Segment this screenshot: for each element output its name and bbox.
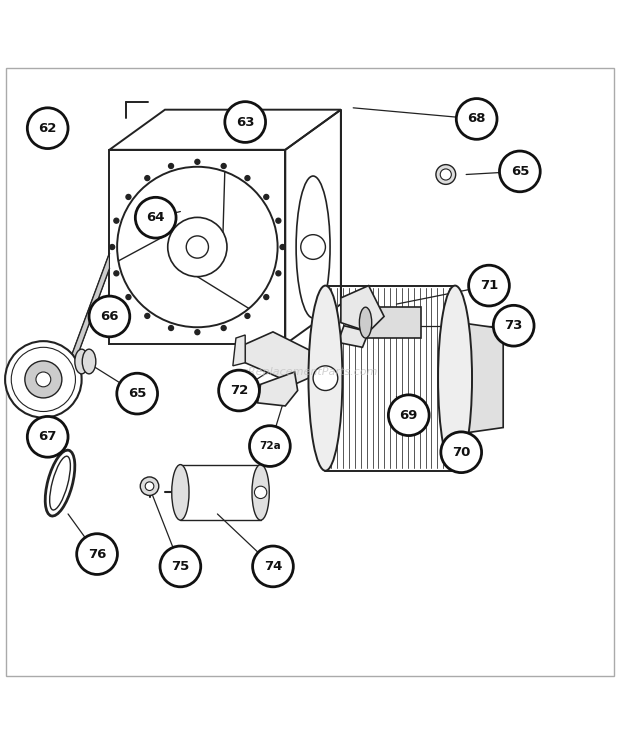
Text: 73: 73	[505, 319, 523, 333]
Text: 72a: 72a	[259, 441, 281, 451]
Circle shape	[186, 236, 208, 258]
Text: eReplacementParts.com: eReplacementParts.com	[242, 367, 378, 377]
Circle shape	[77, 533, 117, 574]
Circle shape	[249, 426, 290, 466]
Circle shape	[110, 245, 115, 249]
Polygon shape	[73, 254, 109, 369]
Text: 76: 76	[88, 548, 106, 560]
Circle shape	[36, 372, 51, 387]
Circle shape	[219, 371, 259, 411]
Text: 74: 74	[264, 560, 282, 573]
Circle shape	[27, 108, 68, 149]
Text: 75: 75	[171, 560, 190, 573]
Circle shape	[126, 295, 131, 300]
Circle shape	[494, 305, 534, 346]
Circle shape	[441, 432, 482, 472]
Circle shape	[276, 271, 281, 276]
Text: 69: 69	[399, 408, 418, 422]
Polygon shape	[245, 332, 322, 385]
Circle shape	[145, 176, 150, 181]
Ellipse shape	[252, 464, 269, 520]
Circle shape	[117, 373, 157, 414]
Circle shape	[135, 197, 176, 238]
Text: 67: 67	[38, 430, 57, 443]
Polygon shape	[341, 286, 384, 332]
Circle shape	[89, 296, 130, 337]
Circle shape	[169, 164, 174, 168]
Circle shape	[225, 102, 265, 142]
Ellipse shape	[82, 349, 96, 373]
Text: 70: 70	[452, 446, 471, 459]
Ellipse shape	[436, 164, 456, 185]
Circle shape	[114, 271, 119, 276]
Text: 65: 65	[128, 387, 146, 400]
Text: 66: 66	[100, 310, 118, 323]
Circle shape	[252, 546, 293, 587]
Ellipse shape	[360, 307, 372, 338]
Ellipse shape	[440, 169, 451, 180]
Text: 64: 64	[146, 211, 165, 224]
Polygon shape	[366, 307, 421, 338]
Circle shape	[221, 164, 226, 168]
Polygon shape	[257, 372, 298, 406]
Circle shape	[195, 159, 200, 164]
Text: 72: 72	[230, 384, 248, 397]
Circle shape	[221, 326, 226, 330]
Ellipse shape	[309, 286, 342, 471]
Ellipse shape	[172, 464, 189, 520]
Text: 63: 63	[236, 115, 254, 129]
Circle shape	[5, 341, 82, 417]
Polygon shape	[460, 323, 503, 434]
Circle shape	[469, 265, 510, 306]
Circle shape	[114, 218, 119, 223]
Ellipse shape	[75, 349, 89, 373]
Circle shape	[126, 194, 131, 199]
Circle shape	[264, 295, 268, 300]
Ellipse shape	[45, 450, 75, 516]
Circle shape	[245, 176, 250, 181]
Circle shape	[160, 546, 201, 587]
Circle shape	[280, 245, 285, 249]
Circle shape	[245, 313, 250, 318]
Circle shape	[264, 194, 268, 199]
Circle shape	[195, 330, 200, 335]
Polygon shape	[233, 335, 245, 366]
Circle shape	[456, 98, 497, 139]
Circle shape	[276, 218, 281, 223]
Circle shape	[500, 151, 540, 192]
Circle shape	[313, 366, 338, 391]
Circle shape	[25, 361, 62, 398]
Text: 65: 65	[511, 165, 529, 178]
Circle shape	[169, 326, 174, 330]
Text: 68: 68	[467, 112, 486, 126]
Ellipse shape	[50, 456, 71, 510]
Polygon shape	[338, 326, 369, 347]
Circle shape	[145, 313, 150, 318]
Text: 62: 62	[38, 122, 57, 135]
Ellipse shape	[438, 286, 472, 471]
Circle shape	[140, 477, 159, 496]
Circle shape	[388, 395, 429, 435]
Circle shape	[145, 482, 154, 490]
Circle shape	[301, 234, 326, 260]
Circle shape	[254, 486, 267, 498]
Circle shape	[27, 417, 68, 457]
Text: 71: 71	[480, 279, 498, 292]
